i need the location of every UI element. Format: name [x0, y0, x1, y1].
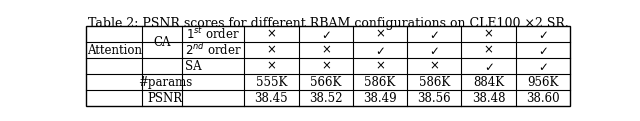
Text: 38.60: 38.60 [526, 92, 559, 105]
Text: CA: CA [154, 36, 171, 49]
Text: $\checkmark$: $\checkmark$ [321, 28, 331, 41]
Text: 38.48: 38.48 [472, 92, 505, 105]
Text: $\times$: $\times$ [375, 60, 385, 73]
Text: $\times$: $\times$ [266, 28, 276, 41]
Text: SA: SA [185, 60, 202, 73]
Text: 38.45: 38.45 [255, 92, 288, 105]
Text: $\checkmark$: $\checkmark$ [375, 44, 385, 57]
Text: $\times$: $\times$ [483, 44, 493, 57]
Text: $\checkmark$: $\checkmark$ [483, 60, 493, 73]
Text: $\checkmark$: $\checkmark$ [538, 60, 548, 73]
Text: $\checkmark$: $\checkmark$ [429, 44, 439, 57]
Text: #params: #params [138, 76, 193, 89]
Text: 956K: 956K [527, 76, 558, 89]
Text: $2^{nd}$ order: $2^{nd}$ order [185, 42, 242, 58]
Text: 555K: 555K [256, 76, 287, 89]
Text: $1^{st}$ order: $1^{st}$ order [186, 26, 240, 42]
Text: 566K: 566K [310, 76, 341, 89]
Text: 884K: 884K [473, 76, 504, 89]
Text: Table 2: PSNR scores for different RBAM configurations on CLE100 ×2 SR.: Table 2: PSNR scores for different RBAM … [88, 17, 568, 30]
Bar [86, 26, 570, 106]
Text: 38.52: 38.52 [309, 92, 342, 105]
Text: $\times$: $\times$ [266, 44, 276, 57]
Text: $\times$: $\times$ [375, 28, 385, 41]
Text: $\checkmark$: $\checkmark$ [429, 28, 439, 41]
Text: $\times$: $\times$ [266, 60, 276, 73]
Text: $\checkmark$: $\checkmark$ [538, 28, 548, 41]
Text: Attention: Attention [86, 44, 141, 57]
Text: 38.56: 38.56 [417, 92, 451, 105]
Text: 586K: 586K [419, 76, 450, 89]
Text: $\times$: $\times$ [321, 60, 331, 73]
Text: $\times$: $\times$ [483, 28, 493, 41]
Text: PSNR: PSNR [148, 92, 183, 105]
Text: $\times$: $\times$ [321, 44, 331, 57]
Text: 38.49: 38.49 [363, 92, 397, 105]
Text: 586K: 586K [364, 76, 396, 89]
Text: $\times$: $\times$ [429, 60, 439, 73]
Text: $\checkmark$: $\checkmark$ [538, 44, 548, 57]
